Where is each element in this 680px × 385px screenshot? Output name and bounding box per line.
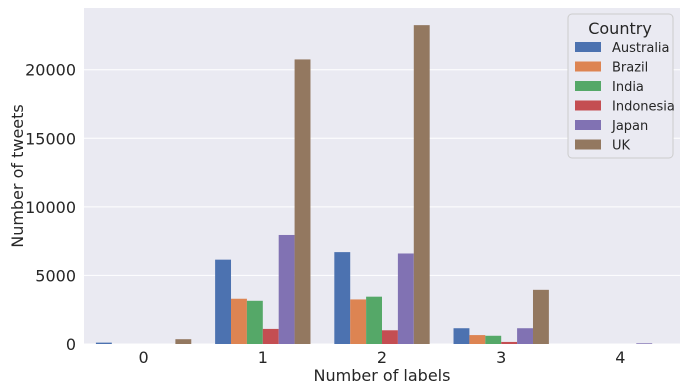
bar-japan-4 (636, 343, 653, 344)
bar-uk-2 (413, 25, 430, 345)
legend-entry-india: India (612, 80, 644, 95)
bar-brazil-1 (231, 298, 247, 344)
bar-australia-0 (95, 342, 112, 344)
bar-japan-1 (278, 234, 295, 344)
legend-swatch-japan (575, 120, 601, 130)
legend: Country Australia Brazil India Indonesia Jap… (567, 13, 675, 159)
legend-swatch-india (575, 81, 601, 91)
bar-india-1 (246, 300, 263, 344)
y-tick-label: 0 (66, 335, 76, 354)
bar-japan-3 (517, 328, 533, 344)
y-tick-label: 10000 (25, 198, 76, 217)
legend-entry-japan: Japan (611, 119, 648, 134)
bar-uk-3 (532, 289, 549, 344)
bar-australia-3 (453, 328, 470, 344)
legend-swatch-brazil (575, 61, 601, 72)
bar-brazil-2 (350, 299, 367, 344)
legend-entry-brazil: Brazil (612, 61, 648, 76)
bar-india-2 (366, 296, 382, 344)
x-tick-label: 3 (496, 348, 506, 367)
y-tick-label: 15000 (25, 129, 76, 148)
legend-swatch-australia (575, 42, 601, 52)
bars (95, 25, 653, 345)
x-tick-label: 2 (377, 348, 387, 367)
legend-swatch-indonesia (575, 100, 601, 111)
y-axis-label: Number of tweets (8, 104, 27, 248)
bar-australia-1 (215, 259, 232, 344)
bar-australia-2 (334, 252, 351, 344)
legend-swatch-uk (575, 139, 601, 150)
legend-items: Australia Brazil India Indonesia Japan UK (575, 41, 675, 154)
x-tick-labels: 0 1 2 3 4 (139, 348, 626, 367)
bar-indonesia-2 (382, 330, 398, 344)
x-tick-label: 0 (139, 348, 149, 367)
y-tick-label: 5000 (35, 266, 76, 285)
legend-title: Country (588, 19, 652, 38)
x-tick-label: 4 (615, 348, 625, 367)
bar-brazil-3 (469, 335, 486, 344)
bar-uk-1 (294, 59, 311, 345)
legend-entry-uk: UK (612, 139, 631, 154)
legend-entry-australia: Australia (612, 41, 670, 56)
bar-japan-2 (397, 253, 414, 344)
bar-uk-0 (175, 339, 192, 344)
bar-indonesia-3 (501, 341, 518, 344)
bar-india-3 (485, 335, 502, 344)
y-tick-label: 20000 (25, 61, 76, 80)
bar-indonesia-1 (262, 328, 279, 344)
x-tick-label: 1 (258, 348, 268, 367)
legend-entry-indonesia: Indonesia (612, 100, 675, 115)
y-tick-labels: 0 5000 10000 15000 20000 (25, 61, 76, 354)
x-axis-label: Number of labels (314, 366, 451, 385)
